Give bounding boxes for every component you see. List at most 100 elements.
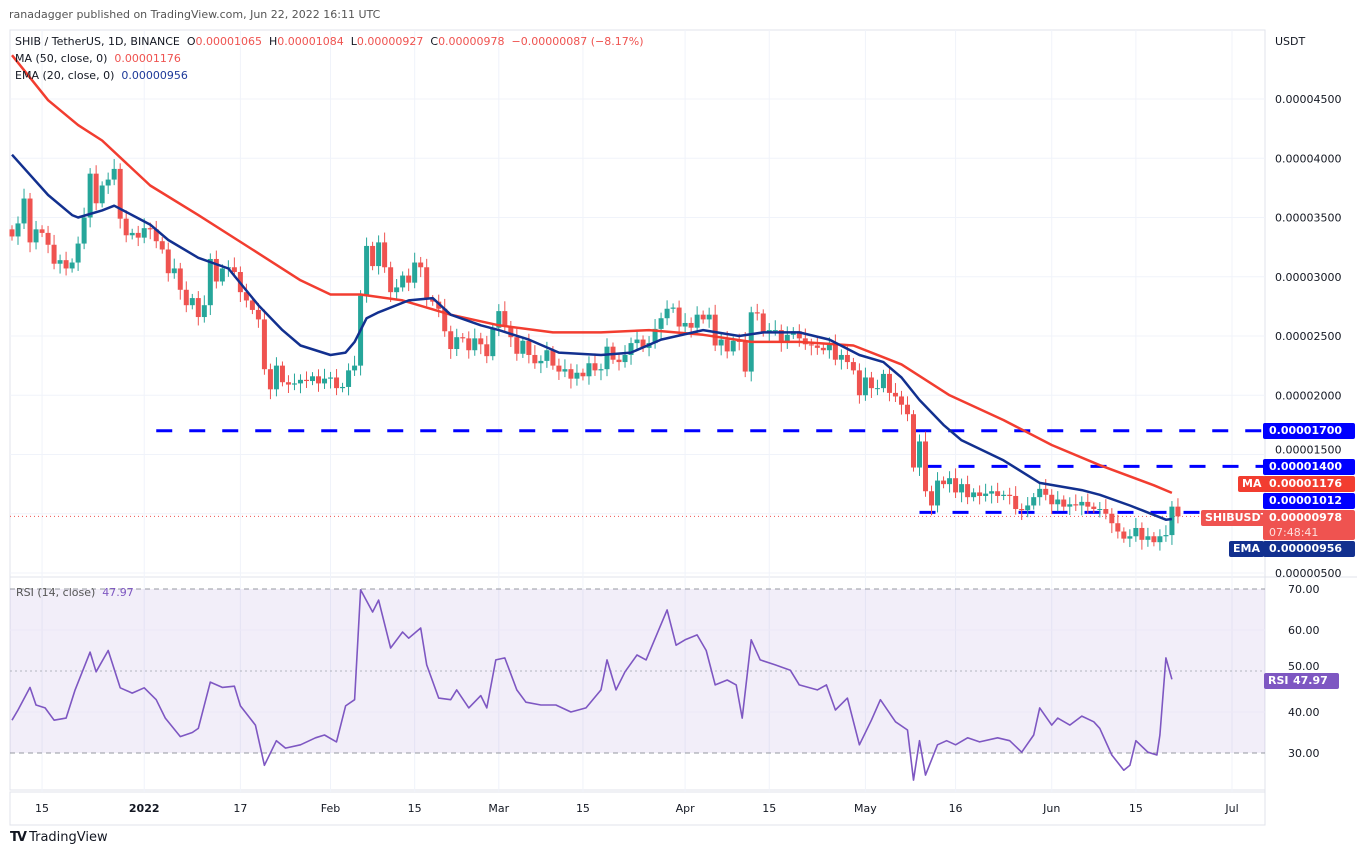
symbol-legend: SHIB / TetherUS, 1D, BINANCE O0.00001065…	[15, 35, 644, 48]
candle-down	[556, 365, 562, 372]
candle-down	[1049, 494, 1055, 505]
tradingview-logo[interactable]: TV TradingView	[10, 830, 108, 845]
candle-down	[796, 331, 802, 339]
candle-up	[1097, 509, 1103, 511]
candle-down	[754, 312, 760, 314]
last-price: 0.00000978	[1269, 511, 1343, 524]
candle-up	[935, 480, 941, 506]
candle-down	[93, 173, 99, 204]
candle-up	[352, 365, 358, 371]
candle-down	[249, 300, 255, 310]
candle-down	[484, 344, 490, 357]
candle-down	[868, 377, 874, 389]
candle-up	[880, 373, 886, 389]
candle-up	[1055, 499, 1061, 505]
candle-down	[316, 376, 322, 384]
candle-up	[328, 377, 334, 379]
candle-up	[69, 262, 75, 269]
close-label: C	[430, 35, 439, 48]
candle-up	[111, 168, 117, 180]
ma-legend[interactable]: MA (50, close, 0) 0.00001176	[15, 52, 181, 65]
bar-countdown: 07:48:41	[1269, 526, 1319, 539]
level-1700-label: 0.00001700	[1263, 423, 1355, 439]
candle-up	[1169, 506, 1175, 536]
close-value: 0.00000978	[438, 35, 505, 48]
candle-down	[1013, 495, 1019, 510]
candle-up	[622, 354, 628, 363]
date-tick-label: Jun	[1042, 802, 1060, 815]
date-tick-label: Jul	[1224, 802, 1238, 815]
ema-legend-value: 0.00000956	[121, 69, 188, 82]
candle-up	[670, 307, 676, 309]
candle-up	[81, 217, 87, 244]
open-value: 0.00001065	[195, 35, 262, 48]
candle-down	[1007, 494, 1013, 496]
candle-down	[213, 258, 219, 282]
candle-up	[496, 311, 502, 328]
candle-up	[141, 228, 147, 238]
low-label: L	[350, 35, 357, 48]
date-tick-label: 15	[576, 802, 590, 815]
candle-up	[99, 185, 105, 204]
candle-up	[682, 322, 688, 327]
candle-up	[364, 245, 370, 296]
candle-down	[27, 198, 33, 243]
candle-down	[676, 307, 682, 327]
candle-down	[1061, 499, 1067, 507]
candle-down	[39, 229, 45, 233]
date-tick-label: Apr	[676, 802, 696, 815]
candle-up	[394, 287, 400, 293]
candle-down	[760, 313, 766, 333]
candle-down	[592, 363, 598, 371]
candle-down	[51, 244, 57, 264]
ema-legend[interactable]: EMA (20, close, 0) 0.00000956	[15, 69, 188, 82]
open-label: O	[186, 35, 196, 48]
candle-down	[977, 492, 983, 496]
rsi-tick-label: 50.00	[1288, 660, 1320, 673]
change-value: −0.00000087 (−8.17%)	[511, 35, 644, 48]
candle-up	[658, 318, 664, 329]
candle-up	[310, 376, 315, 382]
candle-up	[454, 337, 460, 350]
candle-up	[574, 372, 580, 379]
ema-legend-label: EMA (20, close, 0)	[15, 69, 115, 82]
candle-down	[123, 218, 129, 236]
candle-up	[652, 328, 658, 344]
candle-down	[532, 354, 538, 364]
candle-down	[550, 350, 556, 366]
candle-down	[923, 441, 929, 492]
candle-up	[1127, 536, 1133, 539]
candle-down	[580, 372, 586, 377]
candle-down	[279, 365, 285, 383]
candle-down	[965, 484, 971, 498]
date-tick-label: 15	[762, 802, 776, 815]
candle-down	[892, 392, 898, 397]
candle-down	[616, 359, 622, 363]
candle-up	[1037, 488, 1043, 498]
candle-up	[472, 338, 478, 351]
date-tick-label: May	[854, 802, 877, 815]
ema-tag: EMA	[1229, 541, 1264, 557]
rsi-legend[interactable]: RSI (14, close) 47.97	[16, 586, 134, 599]
candle-up	[586, 363, 592, 377]
candle-down	[147, 228, 153, 230]
candle-up	[1031, 497, 1037, 506]
candle-down	[820, 347, 826, 351]
candle-down	[135, 232, 141, 238]
brand-name: TradingView	[29, 830, 108, 845]
candle-down	[418, 262, 424, 268]
candle-down	[231, 267, 237, 273]
candle-down	[929, 491, 935, 506]
time-axis-frame	[9, 791, 1266, 826]
price-tick-label: 0.00004000	[1275, 152, 1341, 165]
candle-down	[911, 414, 916, 468]
candle-up	[1145, 536, 1151, 540]
rsi-value-label: 47.97	[1289, 673, 1339, 689]
candle-up	[784, 334, 790, 342]
candle-up	[322, 378, 328, 384]
last-price-label: 0.00000978 07:48:41	[1263, 510, 1355, 540]
candle-down	[1091, 506, 1097, 510]
symbol-name[interactable]: SHIB / TetherUS, 1D, BINANCE	[15, 35, 180, 48]
candle-down	[243, 292, 249, 301]
